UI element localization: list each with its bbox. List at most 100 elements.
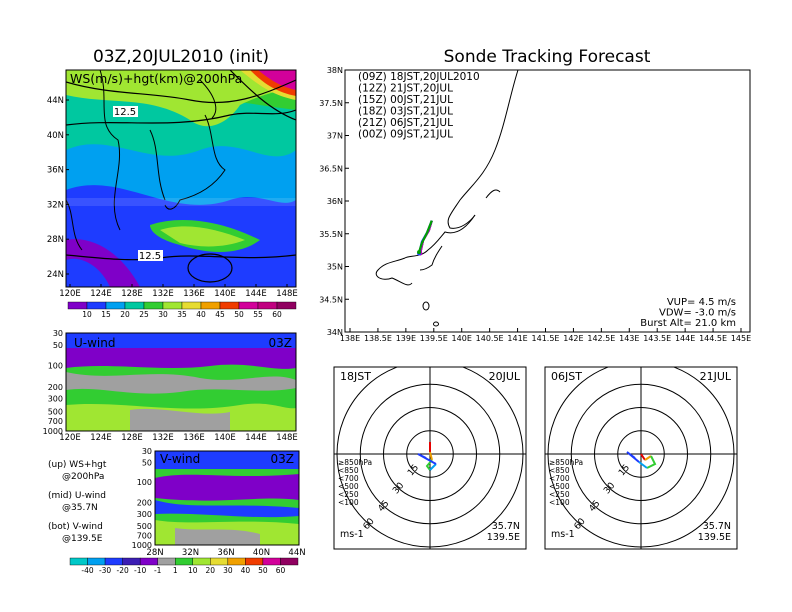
- wind-colorbar-swatch: [262, 557, 281, 566]
- ws-colorbar-label: 35: [177, 310, 187, 319]
- pressure-label: 1000: [132, 541, 152, 550]
- track-lat-label: 37N: [327, 132, 343, 141]
- hodograph-pressure-legend: <100: [338, 498, 359, 507]
- hodograph-pressure-legend: <100: [549, 498, 570, 507]
- wind-colorbar-swatch: [104, 557, 123, 566]
- ws-colorbar-swatch: [181, 301, 202, 310]
- track-lat-label: 35N: [327, 263, 343, 272]
- hodograph-pressure-legend: <700: [338, 474, 359, 483]
- ws-colorbar-swatch: [200, 301, 221, 310]
- sonde-tracks: [417, 220, 433, 256]
- u-lon-label: 124E: [90, 433, 112, 443]
- u-lon-label: 132E: [152, 433, 174, 443]
- v-lat-label: 36N: [217, 548, 234, 558]
- hodograph-pressure-legend: <500: [549, 482, 570, 491]
- hodograph-trace: [417, 453, 437, 465]
- map-lat-label: 36N: [47, 166, 64, 176]
- panel-legend: (up) WS+hgt @200hPa (mid) U-wind @35.7N (bot…: [48, 460, 107, 544]
- v-lat-label: 40N: [253, 548, 270, 558]
- map-lat-label: 44N: [47, 96, 64, 106]
- map-lon-label: 132E: [152, 289, 174, 299]
- hodograph-date: 20JUL: [489, 370, 521, 383]
- hodograph-lat: 35.7N: [703, 521, 731, 532]
- track-lon-label: 143.5E: [643, 334, 671, 343]
- v-lat-label: 32N: [182, 548, 199, 558]
- track-lon-label: 141.5E: [532, 334, 560, 343]
- track-lat-label: 37.5N: [319, 99, 343, 108]
- hodograph-trace: [425, 459, 433, 471]
- wind-colorbar-label: 30: [223, 566, 233, 575]
- hodograph-time: 18JST: [340, 370, 371, 383]
- wind-colorbar-swatch: [227, 557, 246, 566]
- launch-legend-item: (18Z) 03JST,21JUL: [358, 106, 453, 118]
- hodograph-trace: [626, 451, 640, 463]
- map-lat-label: 28N: [47, 235, 64, 245]
- map-frame: [65, 69, 297, 288]
- ws-colorbar-label: 20: [120, 310, 130, 319]
- hodograph-pressure-legend: <850: [338, 466, 359, 475]
- map-lon-label: 124E: [90, 289, 112, 299]
- map-lat-label: 24N: [47, 270, 64, 280]
- wind-colorbar-swatch: [157, 557, 176, 566]
- wind-colorbar-label: 1: [173, 566, 178, 575]
- hodograph-trace: [429, 463, 437, 471]
- launch-legend: (09Z) 18JST,20JUL2010(12Z) 21JST,20JUL (1…: [358, 71, 480, 141]
- ws-colorbar-label: 45: [215, 310, 225, 319]
- track-lon-label: 144E: [675, 334, 695, 343]
- track-lon-label: 141E: [507, 334, 527, 343]
- map-variable-label: WS(m/s)+hgt(km)@200hPa: [70, 71, 242, 86]
- ws-colorbar-label: 25: [139, 310, 149, 319]
- launch-legend-item: (00Z) 09JST,21JUL: [358, 129, 453, 141]
- ws-colorbar-label: 60: [272, 310, 282, 319]
- legend-line: @139.5E: [62, 534, 103, 544]
- track-lon-label: 145E: [731, 334, 751, 343]
- u-wind-label: U-wind: [74, 336, 115, 350]
- wind-colorbar-swatch: [87, 557, 106, 566]
- hodograph-pressure-legend: <700: [549, 474, 570, 483]
- pressure-label: 50: [53, 341, 63, 350]
- map-lon-label: 140E: [214, 289, 236, 299]
- sonde-track-line: [418, 220, 433, 253]
- wind-colorbar-swatch: [210, 557, 229, 566]
- ws-colorbar-label: 30: [158, 310, 168, 319]
- u-wind-panel: [66, 333, 296, 431]
- wind-colorbar-label: -40: [81, 566, 93, 575]
- wind-colorbar-swatch: [192, 557, 211, 566]
- ws-colorbar-label: 40: [196, 310, 206, 319]
- launch-legend-item: (12Z) 21JST,20JUL: [358, 83, 453, 95]
- wind-colorbar-label: -30: [99, 566, 111, 575]
- u-lon-label: 148E: [276, 433, 298, 443]
- launch-legend-item: (09Z) 18JST,20JUL2010: [358, 71, 480, 83]
- sonde-parameter: VUP= 4.5 m/s: [667, 297, 736, 308]
- hodograph-pressure-legend: ≥850hPa: [338, 458, 372, 467]
- track-lat-label: 34.5N: [319, 295, 343, 304]
- pressure-label: 30: [53, 329, 63, 338]
- pressure-label: 100: [48, 361, 63, 370]
- track-lat-label: 36.5N: [319, 164, 343, 173]
- pressure-label: 1000: [43, 427, 63, 436]
- ws-colorbar-swatch: [257, 301, 278, 310]
- hodograph-pressure-legend: <850: [549, 466, 570, 475]
- pressure-label: 200: [48, 383, 63, 392]
- svg-text:12.5: 12.5: [114, 107, 136, 118]
- ws-colorbar-swatch: [276, 301, 297, 310]
- hodograph-lon: 139.5E: [698, 532, 731, 543]
- hodograph-pressure-legend: <500: [338, 482, 359, 491]
- u-lon-label: 120E: [59, 433, 81, 443]
- hodograph-trace: [644, 455, 652, 461]
- hodograph-unit: ms-1: [551, 529, 575, 540]
- ws-colorbar-swatch: [219, 301, 240, 310]
- track-lon-label: 142.5E: [587, 334, 615, 343]
- hodograph-pressure-legend: <250: [338, 490, 359, 499]
- u-lon-label: 128E: [121, 433, 143, 443]
- ws-colorbar-label: 50: [234, 310, 244, 319]
- ws-colorbar-swatch: [124, 301, 145, 310]
- v-wind-frame: [154, 450, 300, 546]
- pressure-label: 100: [137, 478, 152, 487]
- launch-legend-item: (21Z) 06JST,21JUL: [358, 117, 453, 129]
- wind-colorbar-label: -1: [154, 566, 162, 575]
- wind-colorbar-swatch: [280, 557, 299, 566]
